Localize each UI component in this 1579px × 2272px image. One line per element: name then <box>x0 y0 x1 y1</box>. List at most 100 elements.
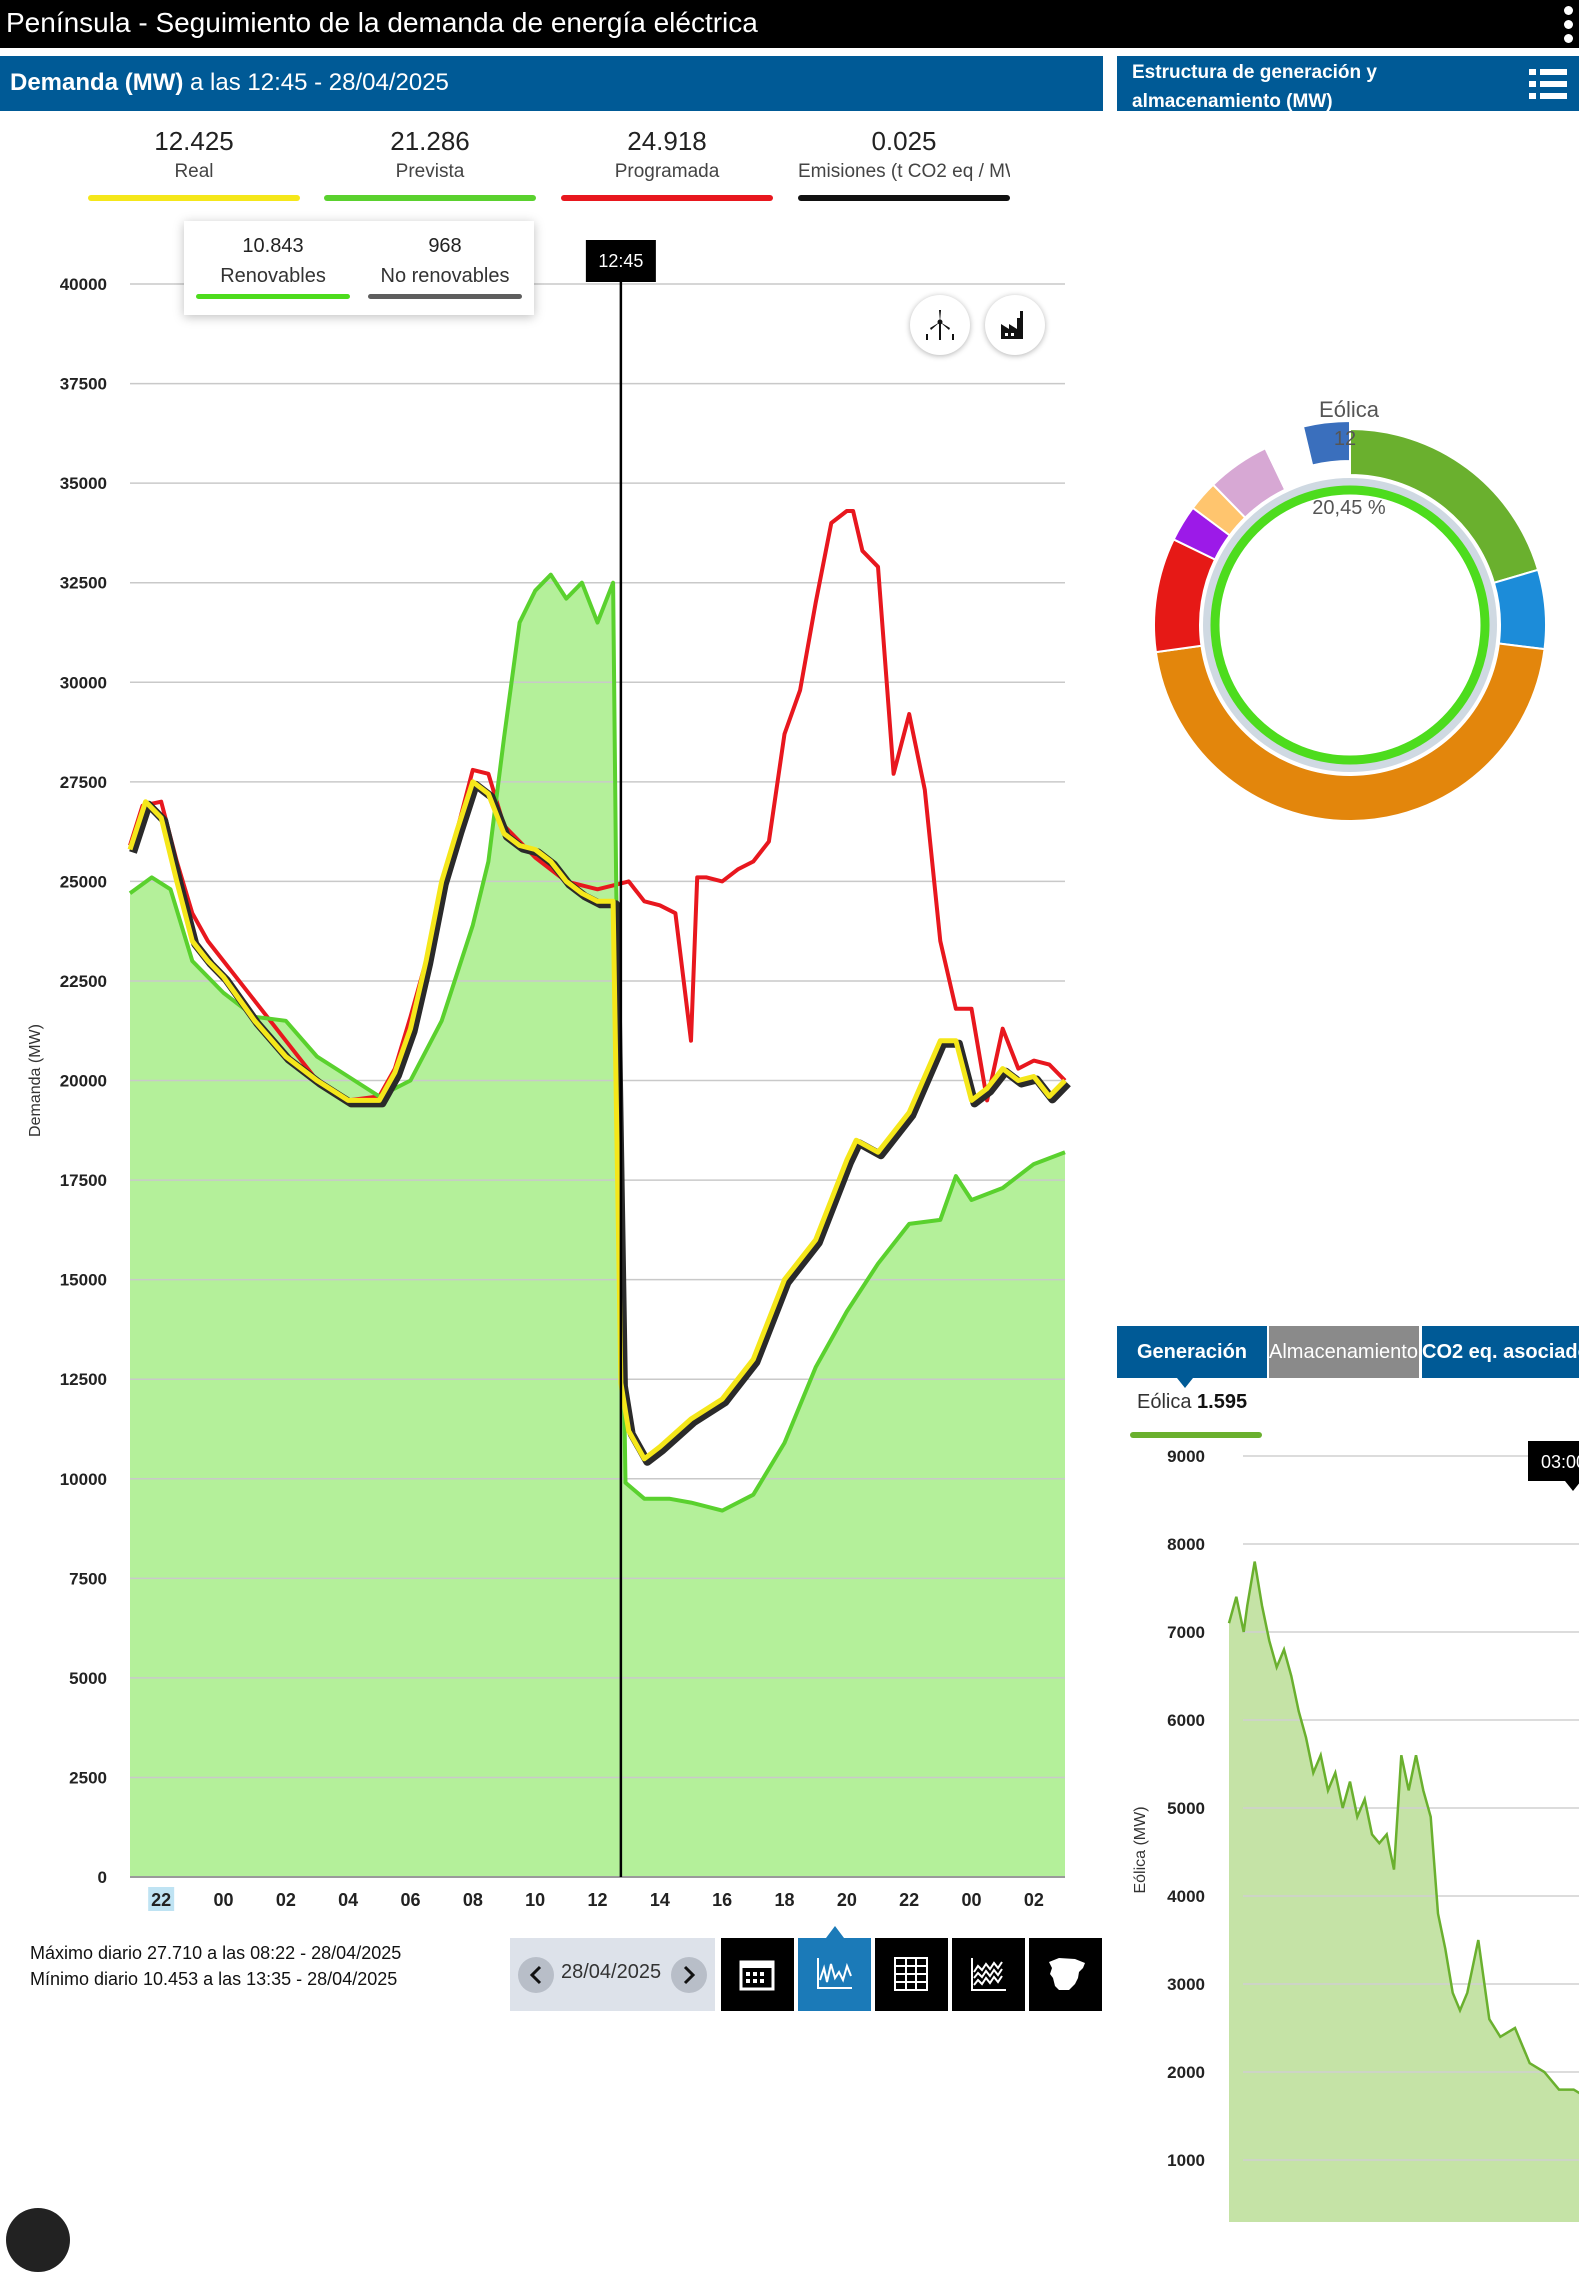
donut-inner-track <box>1203 478 1497 772</box>
stacked-chart-icon <box>971 1958 1006 1991</box>
popup-underline <box>196 294 350 299</box>
generation-structure-title: Estructura de generación y almacenamient… <box>1132 62 1377 112</box>
popup-label: No renovables <box>380 265 510 287</box>
wind-turbine-icon <box>926 310 954 340</box>
y-tick-label: 2000 <box>1167 2063 1205 2082</box>
y-tick-label: 1000 <box>1167 2151 1205 2170</box>
demand-chart[interactable]: 0250050007500100001250015000175002000022… <box>0 200 1100 1920</box>
x-tick-label: 10 <box>525 1890 545 1910</box>
y-tick-label: 30000 <box>60 673 107 692</box>
kpi-emisiones[interactable]: 0.025 Emisiones (t CO2 eq / MWh) <box>798 126 1010 201</box>
x-tick-label: 18 <box>774 1890 794 1910</box>
y-tick-label: 5000 <box>1167 1799 1205 1818</box>
kpi-underline <box>798 195 1010 201</box>
time-cursor-label-box <box>585 240 656 282</box>
date-navigator: 28/04/2025 <box>510 1938 715 2011</box>
popup-label: Renovables <box>220 265 326 287</box>
series-real <box>127 779 1067 1462</box>
kpi-value: 24.918 <box>627 126 707 156</box>
generation-donut-chart[interactable]: Eólica 12 20,45 % <box>1117 390 1579 830</box>
kpi-value: 12.425 <box>154 126 234 156</box>
y-tick-label: 20000 <box>60 1072 107 1091</box>
stacked-chart-view-button[interactable] <box>952 1938 1025 2011</box>
eolica-name: Eólica <box>1137 1391 1192 1413</box>
y-tick-label: 27500 <box>60 773 107 792</box>
factory-icon <box>1001 311 1023 339</box>
page-title: Península - Seguimiento de la demanda de… <box>6 7 758 39</box>
top-bar: Península - Seguimiento de la demanda de… <box>0 0 1579 48</box>
x-tick-label: 02 <box>276 1890 296 1910</box>
table-view-button[interactable] <box>875 1938 948 2011</box>
kpi-underline <box>324 195 536 201</box>
current-date[interactable]: 28/04/2025 <box>561 1961 662 1983</box>
title-text: Seguimiento de la demanda de energía elé… <box>155 7 758 38</box>
wind-generation-chart[interactable]: 1000 2000 3000 4000 5000 6000 7000 8000 9000 Eóli… <box>1117 1440 1579 2222</box>
popup-no-renovables: 968 No renovables <box>368 235 522 299</box>
wind-tooltip-pointer <box>1565 1481 1579 1491</box>
wind-line <box>1227 1561 1579 2095</box>
kpi-real[interactable]: 12.425 Real <box>88 126 300 201</box>
popup-value: 10.843 <box>242 235 304 257</box>
y-tick-label: 2500 <box>69 1768 107 1787</box>
y-tick-label: 9000 <box>1167 1447 1205 1466</box>
time-cursor-label: 12:45 <box>598 251 643 271</box>
x-tick-label: 06 <box>400 1890 420 1910</box>
tab-generacion[interactable]: Generación <box>1117 1326 1267 1378</box>
popup-value: 968 <box>428 235 462 257</box>
x-tick-label: 22 <box>151 1890 171 1910</box>
popup-renovables: 10.843 Renovables <box>196 235 350 299</box>
donut-label: Eólica <box>1319 397 1380 422</box>
tab-almacenamiento[interactable]: Almacenamiento <box>1269 1326 1419 1378</box>
kpi-programada[interactable]: 24.918 Programada <box>561 126 773 201</box>
y-tick-label: 0 <box>98 1868 107 1887</box>
x-tick-label: 00 <box>961 1890 981 1910</box>
x-tick-label: 16 <box>712 1890 732 1910</box>
tab-co2[interactable]: CO2 eq. asociado <box>1422 1326 1579 1378</box>
kpi-prevista[interactable]: 21.286 Prevista <box>324 126 536 201</box>
y-tick-label: 10000 <box>60 1470 107 1489</box>
x-tick-label: 20 <box>837 1890 857 1910</box>
line-chart-view-button[interactable] <box>798 1938 871 2011</box>
table-icon <box>894 1957 928 1991</box>
y-tick-label: 40000 <box>60 275 107 294</box>
x-tick-label: 22 <box>899 1890 919 1910</box>
y-tick-label: 4000 <box>1167 1887 1205 1906</box>
popup-underline <box>368 294 522 299</box>
prev-date-button[interactable] <box>518 1957 554 1993</box>
daily-stats: Máximo diario 27.710 a las 08:22 - 28/04… <box>30 1940 401 1992</box>
factory-filter-button[interactable] <box>985 295 1045 355</box>
donut-value: 12 <box>1334 428 1356 450</box>
renewables-popup: 10.843 Renovables 968 No renovables <box>184 221 534 315</box>
wind-area <box>1229 1561 1579 2222</box>
y-tick-label: 3000 <box>1167 1975 1205 1994</box>
title-separator: - <box>130 7 156 38</box>
y-tick-label: 7000 <box>1167 1623 1205 1642</box>
map-view-button[interactable] <box>1029 1938 1102 2011</box>
kpi-label: Emisiones (t CO2 eq / MWh) <box>798 161 1010 182</box>
active-tab-caret <box>1177 1378 1193 1388</box>
wind-tooltip-label: 03:00 <box>1541 1452 1579 1472</box>
x-tick-label: 02 <box>1024 1890 1044 1910</box>
eolica-legend[interactable]: Eólica 1.595 <box>1137 1391 1247 1414</box>
y-tick-label: 8000 <box>1167 1535 1205 1554</box>
y-tick-label: 25000 <box>60 872 107 891</box>
wind-filter-button[interactable] <box>910 295 970 355</box>
next-date-button[interactable] <box>671 1957 707 1993</box>
series-prevista <box>128 572 1066 1513</box>
region-name: Península <box>6 7 131 38</box>
list-icon[interactable] <box>1529 67 1567 101</box>
donut-percent: 20,45 % <box>1312 497 1386 519</box>
active-view-caret <box>826 1926 844 1938</box>
more-menu-icon[interactable] <box>1561 2 1575 46</box>
y-tick-label: 17500 <box>60 1171 107 1190</box>
y-tick-label: 5000 <box>69 1669 107 1688</box>
kpi-label: Programada <box>614 161 720 182</box>
generation-structure-header: Estructura de generación y almacenamient… <box>1117 56 1579 112</box>
spain-map-icon <box>1049 1958 1085 1990</box>
calendar-view-button[interactable] <box>721 1938 794 2011</box>
demand-header: Demanda (MW) a las 12:45 - 28/04/2025 <box>0 56 1103 111</box>
chevron-right-icon <box>683 1965 696 1985</box>
floating-action-button[interactable] <box>6 2208 70 2272</box>
y-tick-label: 32500 <box>60 574 107 593</box>
y-tick-label: 15000 <box>60 1271 107 1290</box>
